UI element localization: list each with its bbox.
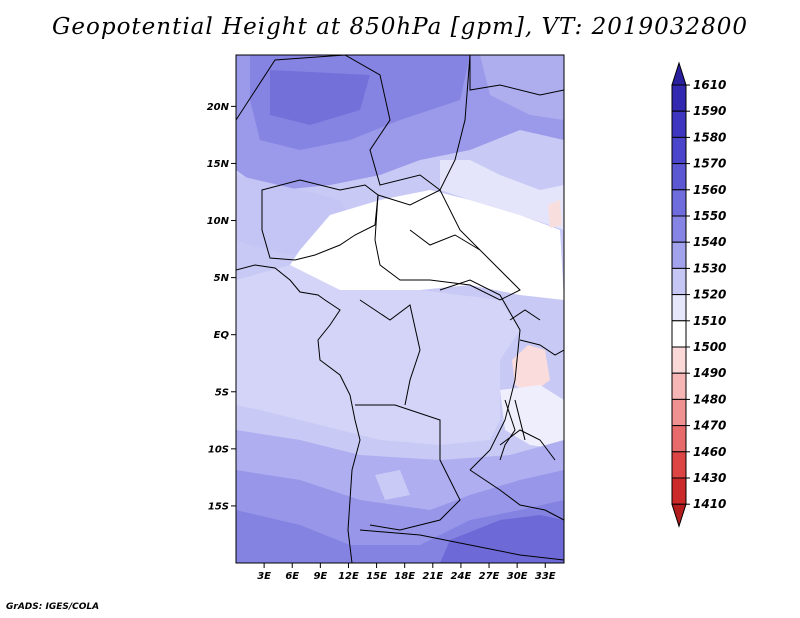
lon-tick-label: 6E: [285, 571, 299, 582]
colorbar-box: [671, 163, 687, 191]
colorbar-box: [671, 346, 687, 374]
colorbar-box: [671, 294, 687, 322]
colorbar-bottom-arrow: [671, 503, 687, 528]
lon-tick-label: 33E: [535, 571, 556, 582]
colorbar-level-label: 1610: [693, 78, 726, 92]
longitude-axis: 3E 6E 9E 12E 15E 18E 21E 24E 27E 30E 33E: [257, 563, 556, 582]
colorbar-box: [671, 372, 687, 400]
colorbar: 1610 1590 1580 1570 1560 1550 1540 1530 1520 1510…: [671, 61, 726, 528]
lon-tick-label: 3E: [257, 571, 271, 582]
colorbar-level-label: 1480: [693, 392, 726, 406]
lon-tick-label: 24E: [451, 571, 472, 582]
colorbar-box: [671, 425, 687, 453]
colorbar-level-label: 1580: [693, 130, 726, 144]
colorbar-level-label: 1460: [693, 445, 726, 459]
colorbar-level-label: 1550: [693, 209, 726, 223]
colorbar-level-label: 1490: [693, 366, 726, 380]
coastlines-borders: [236, 55, 564, 563]
colorbar-box: [671, 110, 687, 138]
map-frame: [235, 54, 565, 564]
colorbar-box: [671, 477, 687, 505]
chart-title: Geopotential Height at 850hPa [gpm], VT:…: [52, 14, 748, 40]
colorbar-level-label: 1590: [693, 104, 726, 118]
colorbar-level-label: 1530: [693, 261, 726, 275]
colorbar-level-label: 1500: [693, 340, 726, 354]
lat-tick-label: 10N: [207, 216, 230, 227]
colorbar-level-label: 1520: [693, 288, 726, 302]
colorbar-box: [671, 241, 687, 269]
colorbar-box: [671, 136, 687, 165]
colorbar-box: [671, 267, 687, 296]
colorbar-box: [671, 451, 687, 479]
colorbar-level-label: 1570: [693, 157, 726, 171]
colorbar-box: [671, 189, 687, 217]
lat-tick-label: 15N: [207, 159, 230, 170]
lon-tick-label: 9E: [313, 571, 327, 582]
colorbar-level-label: 1510: [693, 314, 726, 328]
lon-tick-label: 30E: [507, 571, 528, 582]
colorbar-box: [671, 215, 687, 243]
lat-tick-label: 20N: [207, 102, 230, 113]
latitude-axis: 20N 15N 10N 5N EQ 5S 10S 15S: [207, 102, 236, 512]
colorbar-level-label: 1540: [693, 235, 726, 249]
lat-tick-label: EQ: [214, 330, 230, 341]
colorbar-top-arrow: [671, 61, 687, 86]
lat-tick-label: 5N: [214, 273, 230, 284]
lon-tick-label: 15E: [366, 571, 387, 582]
colorbar-level-label: 1470: [693, 419, 726, 433]
grads-credit: GrADS: IGES/COLA: [6, 602, 100, 612]
lon-tick-label: 21E: [422, 571, 443, 582]
colorbar-box: [671, 320, 687, 348]
lon-tick-label: 18E: [394, 571, 415, 582]
lat-tick-label: 5S: [215, 387, 229, 398]
lat-tick-label: 15S: [208, 501, 229, 512]
lat-tick-label: 10S: [208, 444, 229, 455]
lon-tick-label: 12E: [338, 571, 359, 582]
colorbar-level-label: 1560: [693, 183, 726, 197]
colorbar-level-label: 1430: [693, 471, 726, 485]
lon-tick-label: 27E: [479, 571, 500, 582]
height-field: [236, 55, 564, 563]
colorbar-box: [671, 84, 687, 112]
colorbar-box: [671, 398, 687, 427]
colorbar-level-label: 1410: [693, 497, 726, 511]
